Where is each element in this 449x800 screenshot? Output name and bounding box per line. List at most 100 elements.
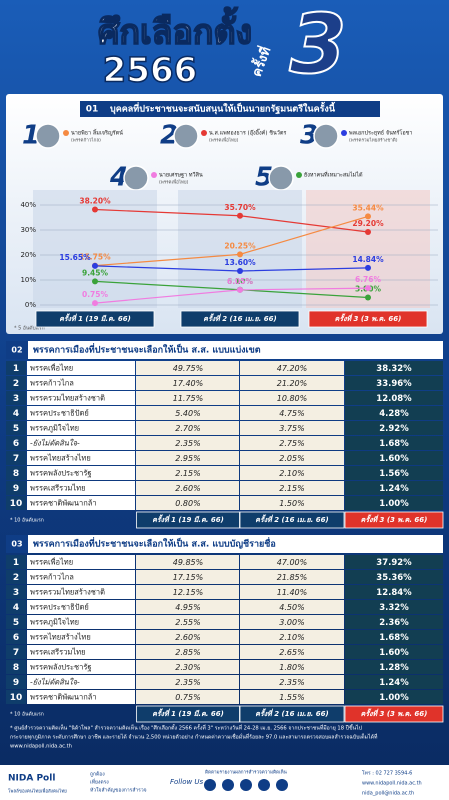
header-year: 2566	[103, 51, 198, 91]
candidate-rank: 2	[160, 121, 178, 151]
icon-youtube[interactable]	[222, 779, 234, 791]
value-label: 20.25%	[224, 241, 256, 250]
icon-twitter[interactable]	[258, 779, 270, 791]
value-cell	[136, 690, 239, 704]
table-number-bg	[6, 341, 28, 359]
rank: 10	[10, 499, 23, 509]
value-label: 9.45%	[82, 268, 109, 277]
value: 2.30%	[175, 663, 200, 672]
party-name: พรรคเสรีรวมไทย	[30, 648, 85, 657]
rank: 9	[13, 484, 19, 494]
candidate-party: (พรรครวมไทยสร้างชาติ)	[349, 138, 398, 144]
rank: 8	[13, 663, 19, 673]
value-cell-latest	[345, 481, 443, 495]
table-title-bg	[6, 341, 443, 359]
name-cell	[27, 406, 135, 420]
rank: 10	[10, 693, 23, 703]
chart-note: * 5 อันดับแรก	[14, 326, 45, 332]
value: 17.15%	[173, 573, 204, 582]
value: 2.10%	[279, 633, 304, 642]
value-latest: 1.60%	[379, 648, 409, 658]
icon-facebook[interactable]	[204, 779, 216, 791]
value: 4.50%	[279, 603, 304, 612]
point	[237, 268, 243, 274]
value-latest: 37.92%	[376, 558, 412, 568]
value-cell-latest	[345, 361, 443, 375]
round-label-bg	[239, 705, 345, 723]
candidate-rank: 4	[109, 163, 128, 193]
point	[92, 262, 98, 269]
icon-instagram[interactable]	[240, 779, 252, 791]
point	[237, 286, 243, 293]
value-cell	[136, 496, 239, 510]
value-latest: 1.60%	[379, 454, 409, 464]
value: 2.65%	[279, 648, 304, 657]
rank: 3	[13, 588, 19, 598]
slogan: โพลล์ของคนไทยเพื่อสังคมไทย	[8, 788, 67, 795]
name-cell	[27, 570, 135, 584]
round-label-bg	[180, 310, 300, 328]
value-cell-latest	[345, 436, 443, 450]
value: 2.35%	[175, 439, 200, 448]
value-cell	[240, 585, 344, 599]
rank: 7	[13, 648, 19, 658]
party-name: พรรคพลังประชารัฐ	[30, 469, 92, 478]
candidate-rank: 1	[22, 121, 40, 151]
table-title: พรรคการเมืองที่ประชาชนจะเลือกให้เป็น ส.ส…	[33, 537, 276, 550]
value-label: 6.05%	[227, 277, 254, 286]
party-name: พรรคชาติพัฒนากล้า	[30, 693, 97, 702]
value-latest: 1.56%	[379, 469, 409, 479]
value-cell	[240, 406, 344, 420]
rank: 6	[13, 439, 19, 449]
value-cell	[240, 675, 344, 689]
value-label: 15.65%	[59, 253, 91, 262]
value-latest: 35.36%	[376, 573, 412, 583]
icon-tiktok[interactable]	[276, 779, 288, 791]
round-label-bg	[136, 511, 240, 529]
round-label-bg	[35, 310, 155, 328]
value-latest: 1.24%	[379, 484, 409, 494]
value-cell	[240, 690, 344, 704]
value: 2.55%	[175, 618, 200, 627]
y-tick-label: 0%	[25, 301, 36, 309]
value-cell	[240, 466, 344, 480]
round-label-bg	[344, 705, 444, 723]
rank: 9	[13, 678, 19, 688]
party-name: พรรคก้าวไกล	[30, 379, 74, 388]
motto: ถูกต้อง	[90, 771, 105, 778]
candidate-party: (พรรคก้าวไกล)	[71, 138, 101, 144]
rank-cell	[6, 630, 26, 644]
party-name: พรรคประชาธิปัตย์	[30, 409, 89, 418]
value-cell	[240, 630, 344, 644]
rank: 5	[13, 618, 19, 628]
section1-title: บุคคลที่ประชาชนจะสนับสนุนให้เป็นนายกรัฐม…	[110, 102, 336, 115]
value: 5.40%	[175, 409, 200, 418]
value-latest: 1.68%	[379, 633, 409, 643]
name-cell	[27, 645, 135, 659]
name-cell	[27, 466, 135, 480]
rank-cell	[6, 466, 26, 480]
candidate-dot	[201, 130, 207, 136]
value: 2.60%	[175, 633, 200, 642]
party-name: พรรคภูมิใจไทย	[30, 618, 79, 627]
rank-cell	[6, 615, 26, 629]
value-cell-latest	[345, 645, 443, 659]
value-cell	[136, 585, 239, 599]
value: 10.80%	[277, 394, 308, 403]
name-cell	[27, 690, 135, 704]
value: 2.15%	[279, 484, 304, 493]
rank: 6	[13, 633, 19, 643]
value-cell	[240, 436, 344, 450]
value-label: 15.75%	[79, 253, 111, 262]
value-cell	[240, 451, 344, 465]
value-cell-latest	[345, 406, 443, 420]
value: 1.50%	[279, 499, 304, 508]
value-latest: 2.36%	[379, 618, 409, 628]
rank-cell	[6, 406, 26, 420]
round-label: ครั้งที่ 2 (16 เม.ย. 66)	[255, 708, 328, 718]
value: 12.15%	[173, 588, 204, 597]
value-cell	[240, 660, 344, 674]
value: 2.95%	[175, 454, 200, 463]
party-name: พรรคไทยสร้างไทย	[30, 633, 91, 642]
candidate-photo	[173, 123, 199, 149]
